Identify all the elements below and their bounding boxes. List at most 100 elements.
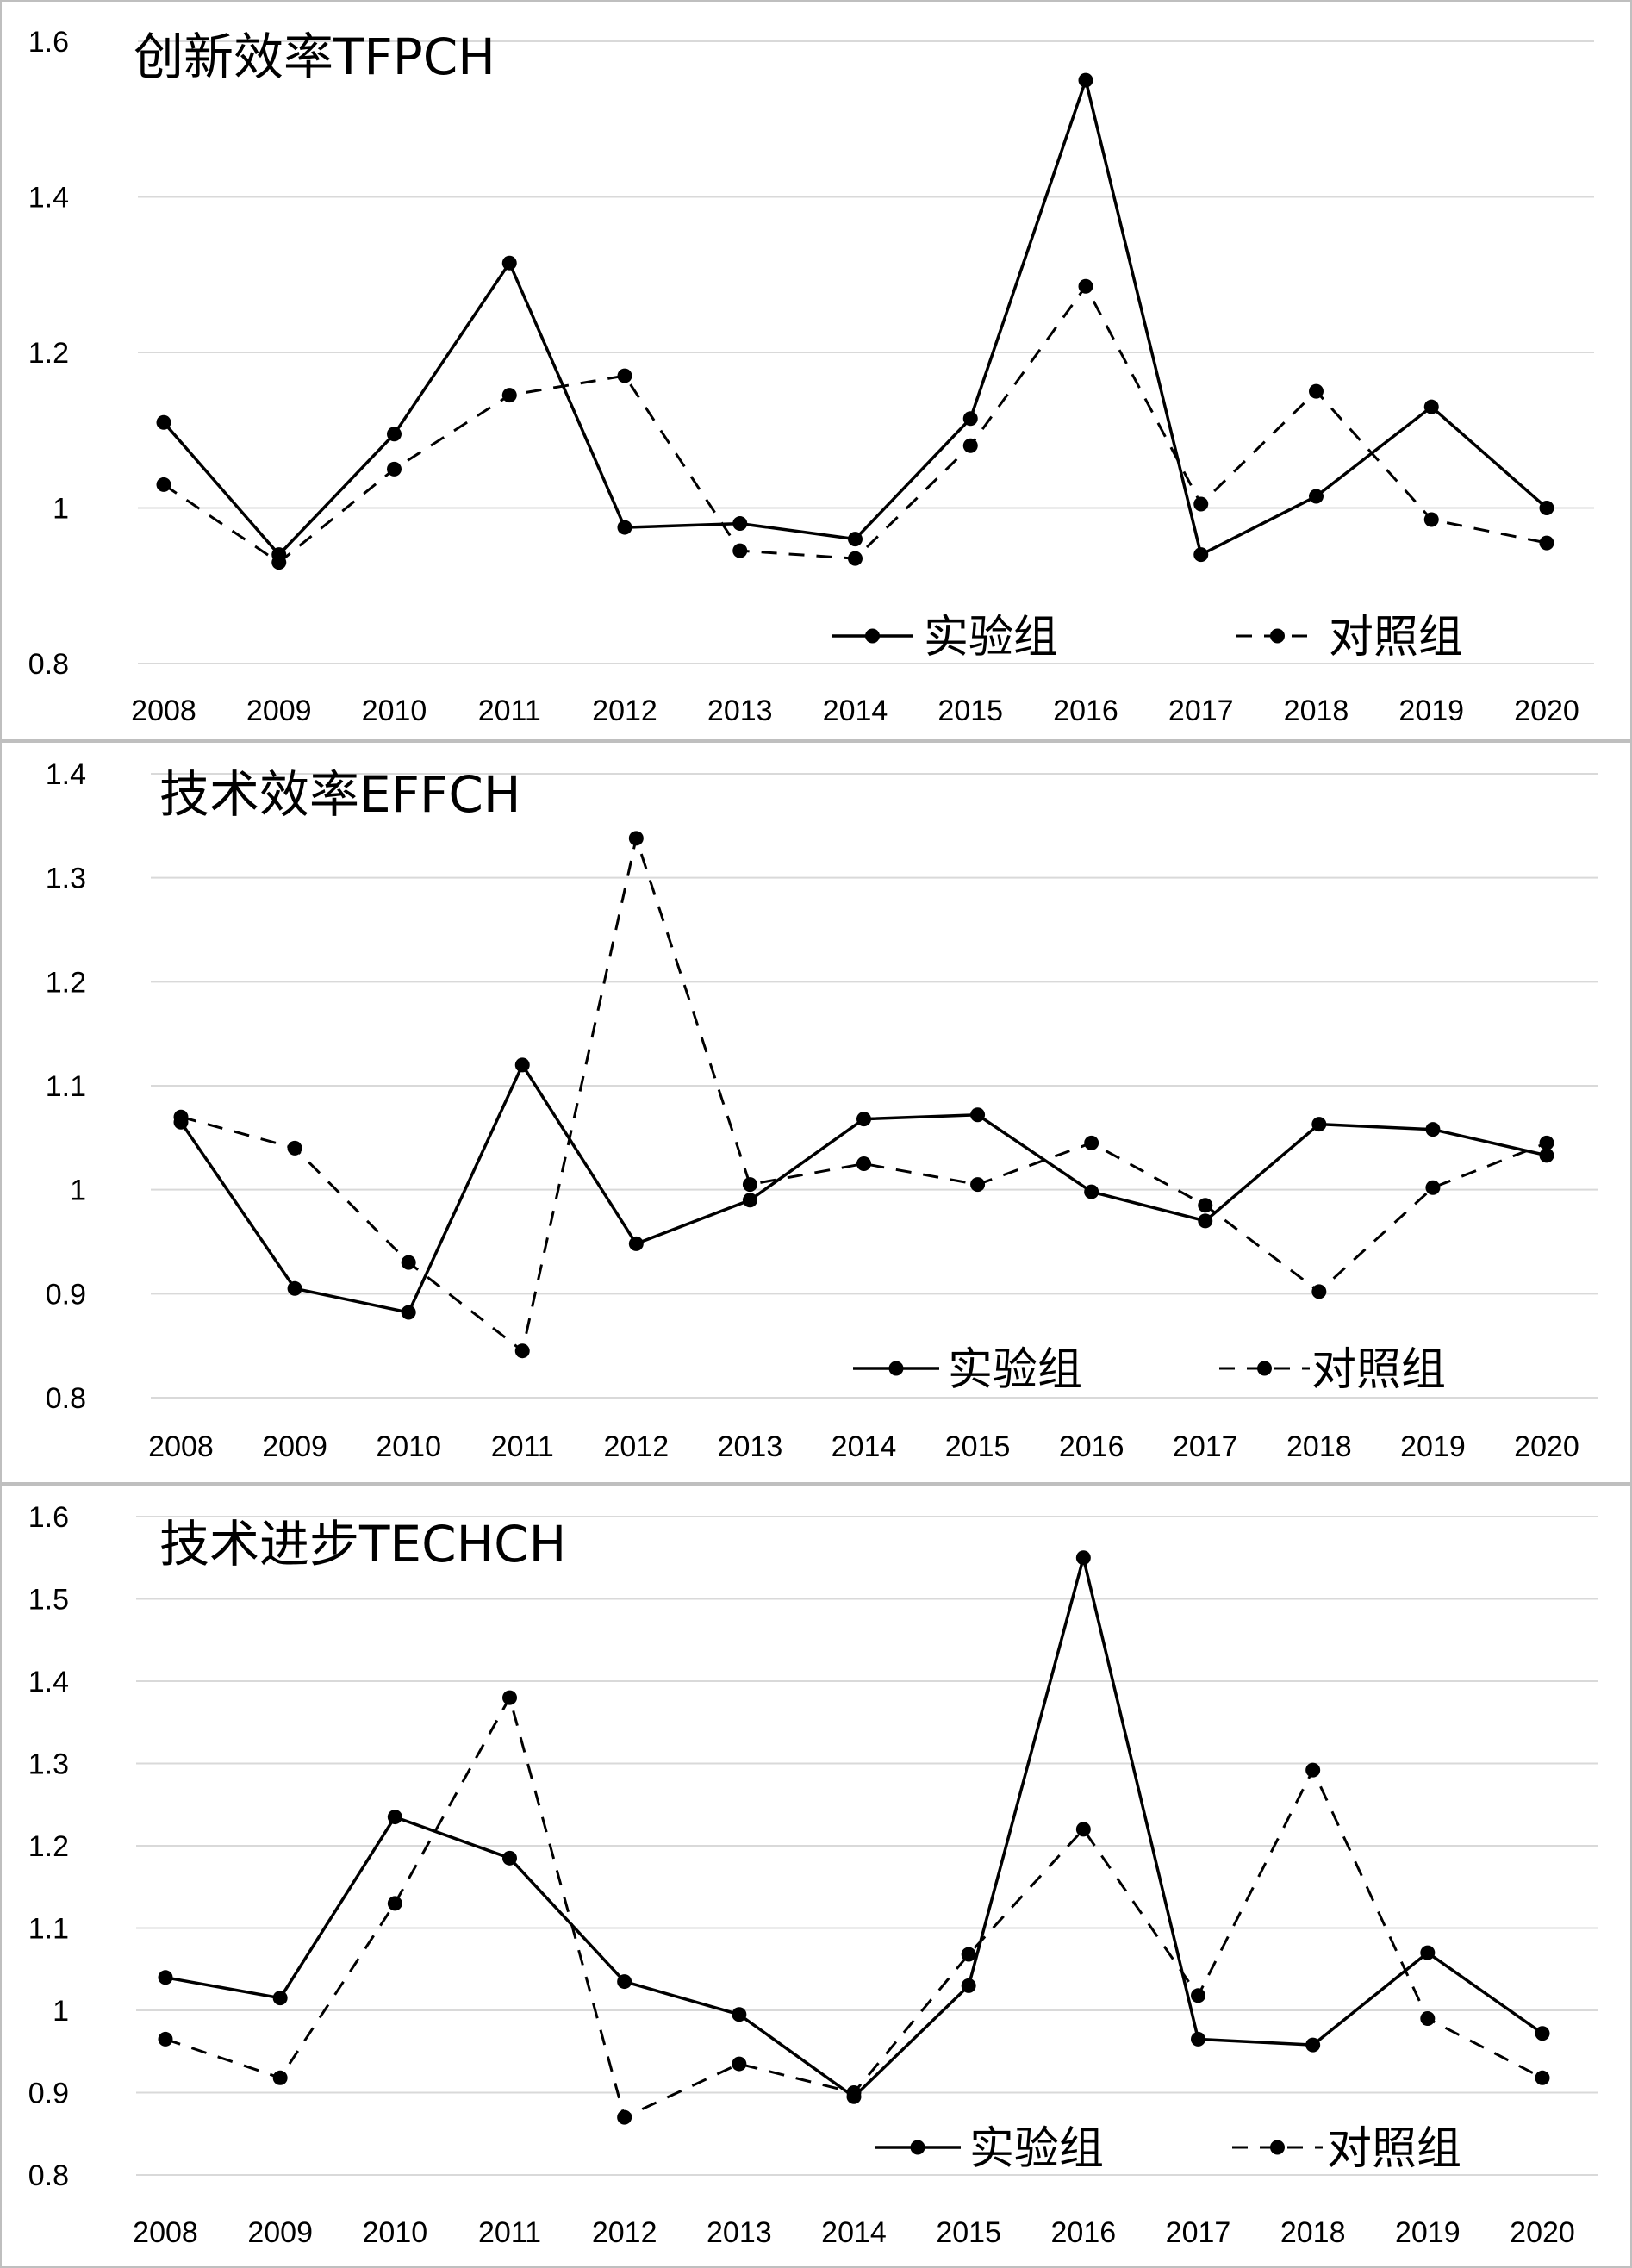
x-tick-label: 2017 xyxy=(1173,1430,1238,1463)
y-tick-label: 1.2 xyxy=(28,1830,69,1863)
x-tick-label: 2015 xyxy=(937,695,1003,727)
legend-item: 实验组 xyxy=(832,612,1058,664)
x-tick-label: 2013 xyxy=(707,2216,772,2249)
x-tick-label: 2009 xyxy=(247,2216,313,2249)
legend-item: 实验组 xyxy=(853,1344,1082,1396)
data-point-control xyxy=(1309,383,1324,399)
data-point-control xyxy=(1084,1135,1099,1150)
data-point-experimental xyxy=(1078,72,1093,88)
data-point-control xyxy=(1075,1822,1091,1837)
data-point-control xyxy=(732,543,748,558)
data-point-experimental xyxy=(1193,547,1209,563)
data-point-experimental xyxy=(617,1974,632,1990)
data-point-control xyxy=(1420,2011,1436,2027)
x-tick-label: 2019 xyxy=(1395,2216,1461,2249)
legend-marker xyxy=(1270,2140,1285,2155)
data-point-experimental xyxy=(617,520,632,535)
y-tick-label: 1.4 xyxy=(46,758,86,791)
data-point-control xyxy=(387,461,402,477)
data-point-experimental xyxy=(387,427,402,442)
y-tick-label: 0.9 xyxy=(46,1278,86,1311)
y-tick-label: 1.4 xyxy=(28,1666,69,1698)
x-tick-label: 2011 xyxy=(478,2216,541,2249)
data-point-control xyxy=(1311,1284,1327,1299)
y-tick-label: 1 xyxy=(53,493,69,526)
data-point-experimental xyxy=(628,1236,644,1251)
legend-label: 实验组 xyxy=(969,2123,1104,2175)
data-point-control xyxy=(617,368,632,383)
data-point-control xyxy=(628,831,644,846)
y-tick-label: 1.3 xyxy=(28,1748,69,1781)
data-point-experimental xyxy=(742,1193,757,1208)
data-point-experimental xyxy=(1305,2037,1321,2053)
legend-marker xyxy=(910,2140,925,2155)
data-point-experimental xyxy=(272,1991,288,2006)
data-point-experimental xyxy=(156,414,171,430)
x-tick-label: 2017 xyxy=(1168,695,1234,727)
data-point-experimental xyxy=(856,1112,871,1127)
chart-techch: 0.8 0.9 1 1.1 1.2 1.3 1.4 1.5 1.6 2008 2009 2010 201… xyxy=(0,1484,1632,2268)
legend-item: 对照组 xyxy=(1236,612,1463,664)
legend-item: 实验组 xyxy=(875,2123,1104,2175)
data-point-control xyxy=(1191,1988,1205,2003)
y-tick-label: 0.8 xyxy=(46,1382,86,1415)
data-point-control xyxy=(1535,2070,1550,2085)
data-point-experimental xyxy=(961,1978,976,1993)
series-line-control xyxy=(163,284,1548,564)
data-point-control xyxy=(848,551,863,566)
x-tick-label: 2015 xyxy=(945,1430,1011,1463)
x-tick-label: 2012 xyxy=(604,1430,670,1463)
x-tick-label: 2008 xyxy=(148,1430,214,1463)
data-point-experimental xyxy=(502,1850,517,1866)
chart-panel-tfpch: 0.8 1 1.2 1.4 1.6 2008 2009 2010 2011 2012 2013 201… xyxy=(0,0,1632,741)
chart-title: 创新效率TFPCH xyxy=(134,28,495,86)
legend-label: 对照组 xyxy=(1327,2123,1461,2175)
legend-marker xyxy=(865,628,880,644)
data-point-experimental xyxy=(271,547,287,563)
x-tick-label: 2014 xyxy=(823,695,888,727)
chart-tfpch: 0.8 1 1.2 1.4 1.6 2008 2009 2010 2011 2012 2013 201… xyxy=(0,0,1632,741)
y-tick-label: 1.6 xyxy=(28,26,69,59)
y-tick-label: 0.8 xyxy=(28,648,69,681)
x-tick-label: 2014 xyxy=(832,1430,897,1463)
y-tick-label: 1.1 xyxy=(46,1070,86,1103)
x-tick-label: 2016 xyxy=(1051,2216,1117,2249)
y-tick-label: 1.2 xyxy=(28,337,69,370)
y-tick-label: 1.4 xyxy=(28,182,69,215)
data-point-control xyxy=(961,1947,976,1962)
data-point-control xyxy=(1193,496,1209,512)
data-point-control xyxy=(156,477,171,492)
data-point-control xyxy=(401,1255,416,1270)
x-tick-label: 2019 xyxy=(1398,695,1464,727)
x-tick-label: 2009 xyxy=(262,1430,327,1463)
x-tick-label: 2018 xyxy=(1280,2216,1346,2249)
y-tick-label: 1.6 xyxy=(28,1501,69,1534)
x-tick-label: 2018 xyxy=(1286,1430,1352,1463)
y-tick-label: 1.5 xyxy=(28,1584,69,1617)
panel-border xyxy=(0,741,1632,1484)
data-point-experimental xyxy=(1535,2026,1550,2041)
data-point-control xyxy=(514,1343,530,1359)
x-tick-label: 2013 xyxy=(718,1430,783,1463)
data-point-experimental xyxy=(848,532,863,547)
chart-effch: 0.8 0.9 1 1.1 1.2 1.3 1.4 2008 2009 2010 2011 2012 2… xyxy=(0,741,1632,1484)
data-point-experimental xyxy=(387,1810,402,1825)
data-point-experimental xyxy=(501,255,517,271)
y-tick-label: 1 xyxy=(70,1174,86,1207)
data-point-experimental xyxy=(1425,1122,1441,1137)
x-tick-label: 2012 xyxy=(592,695,657,727)
x-tick-label: 2011 xyxy=(478,695,541,727)
data-point-control xyxy=(732,2056,747,2072)
data-point-control xyxy=(1305,1762,1321,1778)
data-point-control xyxy=(970,1177,986,1193)
legend-marker xyxy=(1257,1361,1272,1376)
y-tick-label: 1.3 xyxy=(46,863,86,895)
x-tick-label: 2008 xyxy=(133,2216,198,2249)
legend-label: 实验组 xyxy=(924,612,1058,664)
chart-panel-techch: 0.8 0.9 1 1.1 1.2 1.3 1.4 1.5 1.6 2008 2009 2010 201… xyxy=(0,1484,1632,2268)
data-point-control xyxy=(1425,1180,1441,1195)
data-point-experimental xyxy=(1423,399,1439,414)
data-point-control xyxy=(1539,535,1554,551)
legend-marker xyxy=(1270,628,1285,644)
data-point-control xyxy=(1198,1198,1213,1213)
